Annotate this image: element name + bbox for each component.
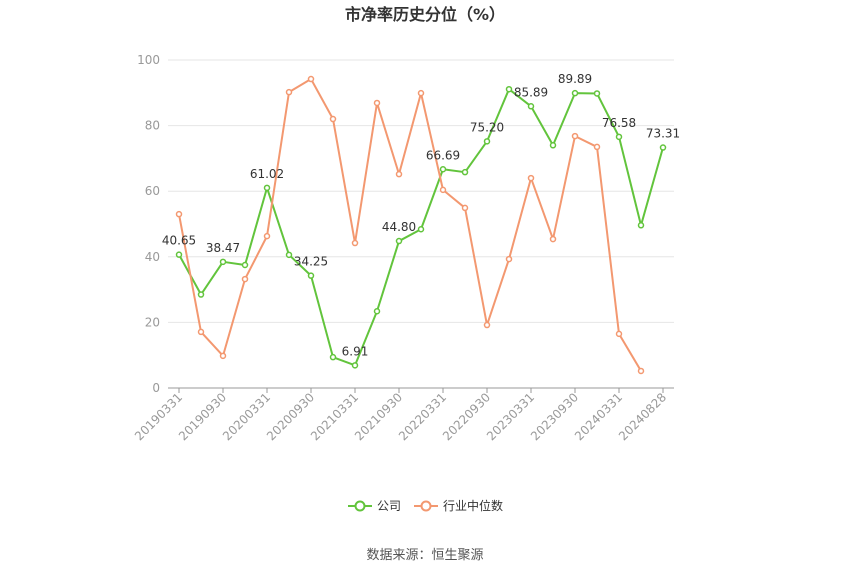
series-1-point xyxy=(461,204,469,212)
legend-label-company: 公司 xyxy=(377,499,401,513)
grid xyxy=(168,59,674,323)
series-1-point xyxy=(527,174,535,182)
series-1-point xyxy=(285,88,293,96)
series-1-line xyxy=(178,78,642,372)
series-1-point xyxy=(505,255,513,263)
series-0-point xyxy=(351,362,359,369)
y-tick-label: 20 xyxy=(145,315,160,329)
series-0-point xyxy=(505,85,513,93)
legend: 公司 行业中位数 xyxy=(348,498,503,513)
series-1-point xyxy=(571,132,579,140)
series-0-data-label: 73.31 xyxy=(646,127,680,141)
legend-circle-icon xyxy=(420,500,432,512)
series-1-point xyxy=(549,235,557,243)
series-0-point xyxy=(571,89,579,97)
series-1-point xyxy=(219,352,227,360)
series-0-data-label: 75.20 xyxy=(470,120,504,134)
series-1-point xyxy=(307,75,315,83)
series-1-point xyxy=(593,143,601,151)
series-1-point xyxy=(373,99,381,107)
series-0-point xyxy=(527,103,535,110)
y-tick-label: 40 xyxy=(145,250,160,264)
series-0-point xyxy=(395,237,403,245)
series-0-point xyxy=(659,144,667,151)
series-0-point xyxy=(285,251,293,259)
series-1-point xyxy=(637,367,645,375)
series-layer xyxy=(175,75,667,375)
series-0-point xyxy=(593,90,601,97)
data-labels: 40.65 38.47 61.02 34.25 6.91 44.80 66.69 75.20 8… xyxy=(162,72,680,358)
series-1-point xyxy=(351,239,359,247)
series-0-data-label: 40.65 xyxy=(162,234,196,248)
series-1-point xyxy=(417,89,425,97)
series-0-data-label: 85.89 xyxy=(514,85,548,99)
legend-item-company[interactable]: 公司 xyxy=(348,499,401,513)
series-0-point xyxy=(241,261,249,269)
y-tick-label: 100 xyxy=(137,53,160,67)
series-0-point xyxy=(461,168,469,176)
series-1-point xyxy=(483,321,491,329)
series-0-point xyxy=(417,225,425,233)
series-0-data-label: 38.47 xyxy=(206,241,240,255)
series-0-point xyxy=(483,138,491,145)
series-0-point xyxy=(439,166,447,173)
series-0-point xyxy=(615,133,623,141)
legend-circle-icon xyxy=(354,500,366,512)
series-1-point xyxy=(395,170,403,178)
series-1-point xyxy=(175,210,183,218)
series-1-point xyxy=(197,328,205,336)
series-0-data-label: 61.02 xyxy=(250,167,284,181)
series-0-point xyxy=(329,353,337,361)
legend-item-industry-median[interactable]: 行业中位数 xyxy=(414,498,503,513)
series-0-data-label: 76.58 xyxy=(602,116,636,130)
series-0-data-label: 66.69 xyxy=(426,148,460,162)
series-0-point xyxy=(637,222,645,229)
series-1-point xyxy=(241,275,249,283)
y-tick-label: 80 xyxy=(145,119,160,133)
series-0-data-label: 6.91 xyxy=(342,344,369,358)
series-0-data-label: 44.80 xyxy=(382,220,416,234)
series-0-point xyxy=(307,272,315,279)
series-0-point xyxy=(197,291,205,298)
series-0-point xyxy=(175,251,183,258)
series-1-point xyxy=(615,330,623,338)
series-0-data-label: 34.25 xyxy=(294,255,328,269)
series-1-point xyxy=(263,232,271,240)
chart-title: 市净率历史分位（%） xyxy=(345,5,505,24)
series-1-point xyxy=(439,186,447,194)
series-0-point xyxy=(219,258,227,266)
series-0-data-label: 89.89 xyxy=(558,72,592,86)
data-source: 数据来源：恒生聚源 xyxy=(366,548,483,563)
y-tick-label: 60 xyxy=(145,184,160,198)
legend-label-industry-median: 行业中位数 xyxy=(443,498,503,513)
series-0-point xyxy=(549,142,557,149)
series-0-point xyxy=(263,184,271,192)
y-tick-label: 0 xyxy=(152,381,160,395)
series-0-point xyxy=(373,307,381,315)
series-1-point xyxy=(329,115,337,123)
x-tick-label: 20240828 xyxy=(616,390,669,443)
